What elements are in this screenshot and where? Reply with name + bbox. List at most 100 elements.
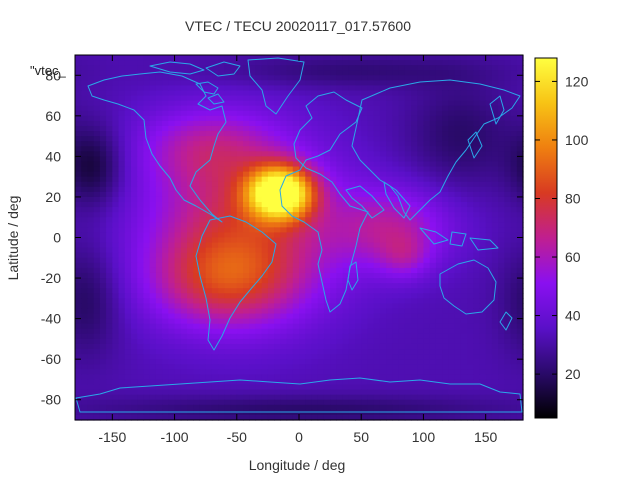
heatmap-cell [299, 298, 306, 304]
heatmap-cell [187, 176, 194, 183]
heatmap-cell [323, 288, 331, 294]
heatmap-cell [330, 105, 337, 112]
heatmap-cell [361, 359, 369, 365]
heatmap-cell [367, 257, 375, 264]
heatmap-cell [261, 298, 269, 304]
heatmap-cell [199, 237, 207, 244]
heatmap-cell [205, 120, 213, 127]
heatmap-cell [292, 308, 300, 315]
heatmap-cell [106, 60, 113, 66]
heatmap-cell [479, 85, 487, 92]
heatmap-cell [299, 166, 306, 173]
heatmap-cell [180, 293, 188, 299]
heatmap-cell [87, 212, 95, 218]
heatmap-cell [379, 212, 387, 218]
heatmap-cell [379, 267, 387, 274]
heatmap-cell [361, 237, 369, 244]
heatmap-cell [348, 176, 356, 183]
heatmap-cell [311, 110, 319, 117]
heatmap-cell [118, 267, 126, 274]
heatmap-cell [498, 252, 505, 259]
heatmap-cell [498, 283, 505, 289]
heatmap-cell [155, 120, 163, 127]
heatmap-cell [236, 191, 244, 198]
heatmap-cell [143, 354, 151, 360]
heatmap-cell [99, 404, 107, 411]
heatmap-cell [398, 318, 406, 325]
heatmap-cell [379, 364, 387, 370]
heatmap-cell [243, 404, 250, 411]
heatmap-cell [392, 131, 400, 137]
heatmap-cell [498, 75, 505, 81]
heatmap-cell [348, 222, 356, 228]
heatmap-cell [330, 75, 337, 81]
heatmap-cell [149, 318, 157, 325]
heatmap-cell [305, 217, 313, 223]
heatmap-cell [93, 338, 101, 345]
heatmap-cell [286, 232, 294, 239]
heatmap-cell [305, 80, 313, 87]
heatmap-cell [460, 75, 468, 81]
heatmap-cell [454, 394, 462, 401]
heatmap-cell [255, 100, 263, 107]
heatmap-cell [205, 267, 213, 274]
heatmap-cell [448, 288, 456, 294]
heatmap-cell [274, 328, 281, 335]
heatmap-cell [355, 131, 362, 137]
heatmap-cell [205, 105, 213, 112]
heatmap-cell [473, 394, 481, 401]
heatmap-cell [286, 394, 294, 401]
heatmap-cell [398, 115, 406, 122]
heatmap-cell [99, 283, 107, 289]
heatmap-cell [411, 161, 418, 168]
heatmap-cell [249, 338, 257, 345]
heatmap-cell [504, 242, 512, 249]
heatmap-cell [187, 384, 194, 391]
heatmap-cell [423, 278, 431, 284]
heatmap-cell [199, 278, 207, 284]
heatmap-cell [224, 257, 232, 264]
heatmap-cell [348, 232, 356, 239]
heatmap-cell [485, 85, 493, 92]
heatmap-cell [491, 323, 499, 330]
heatmap-cell [367, 212, 375, 218]
heatmap-cell [442, 364, 449, 370]
heatmap-cell [280, 90, 288, 97]
heatmap-cell [255, 166, 263, 173]
heatmap-cell [411, 100, 418, 107]
heatmap-cell [411, 267, 418, 274]
heatmap-cell [255, 70, 263, 76]
heatmap-cell [305, 186, 313, 193]
heatmap-cell [93, 75, 101, 81]
heatmap-cell [485, 125, 493, 132]
heatmap-cell [261, 120, 269, 127]
heatmap-cell [224, 166, 232, 173]
heatmap-cell [392, 237, 400, 244]
heatmap-cell [292, 242, 300, 249]
heatmap-cell [81, 212, 89, 218]
heatmap-cell [261, 394, 269, 401]
heatmap-cell [361, 399, 369, 406]
heatmap-cell [155, 181, 163, 188]
heatmap-cell [348, 303, 356, 310]
heatmap-cell [187, 283, 194, 289]
heatmap-cell [155, 212, 163, 218]
heatmap-cell [81, 364, 89, 370]
heatmap-cell [205, 369, 213, 375]
heatmap-cell [317, 343, 325, 350]
heatmap-cell [137, 298, 145, 304]
heatmap-cell [305, 196, 313, 203]
heatmap-cell [336, 278, 344, 284]
heatmap-cell [143, 120, 151, 127]
heatmap-cell [131, 166, 138, 173]
heatmap-cell [280, 298, 288, 304]
heatmap-cell [299, 379, 306, 386]
heatmap-cell [230, 338, 238, 345]
heatmap-cell [473, 181, 481, 188]
heatmap-cell [168, 308, 176, 315]
heatmap-cell [485, 60, 493, 66]
heatmap-cell [311, 105, 319, 112]
heatmap-cell [211, 227, 219, 234]
heatmap-cell [155, 313, 163, 320]
heatmap-cell [311, 247, 319, 254]
